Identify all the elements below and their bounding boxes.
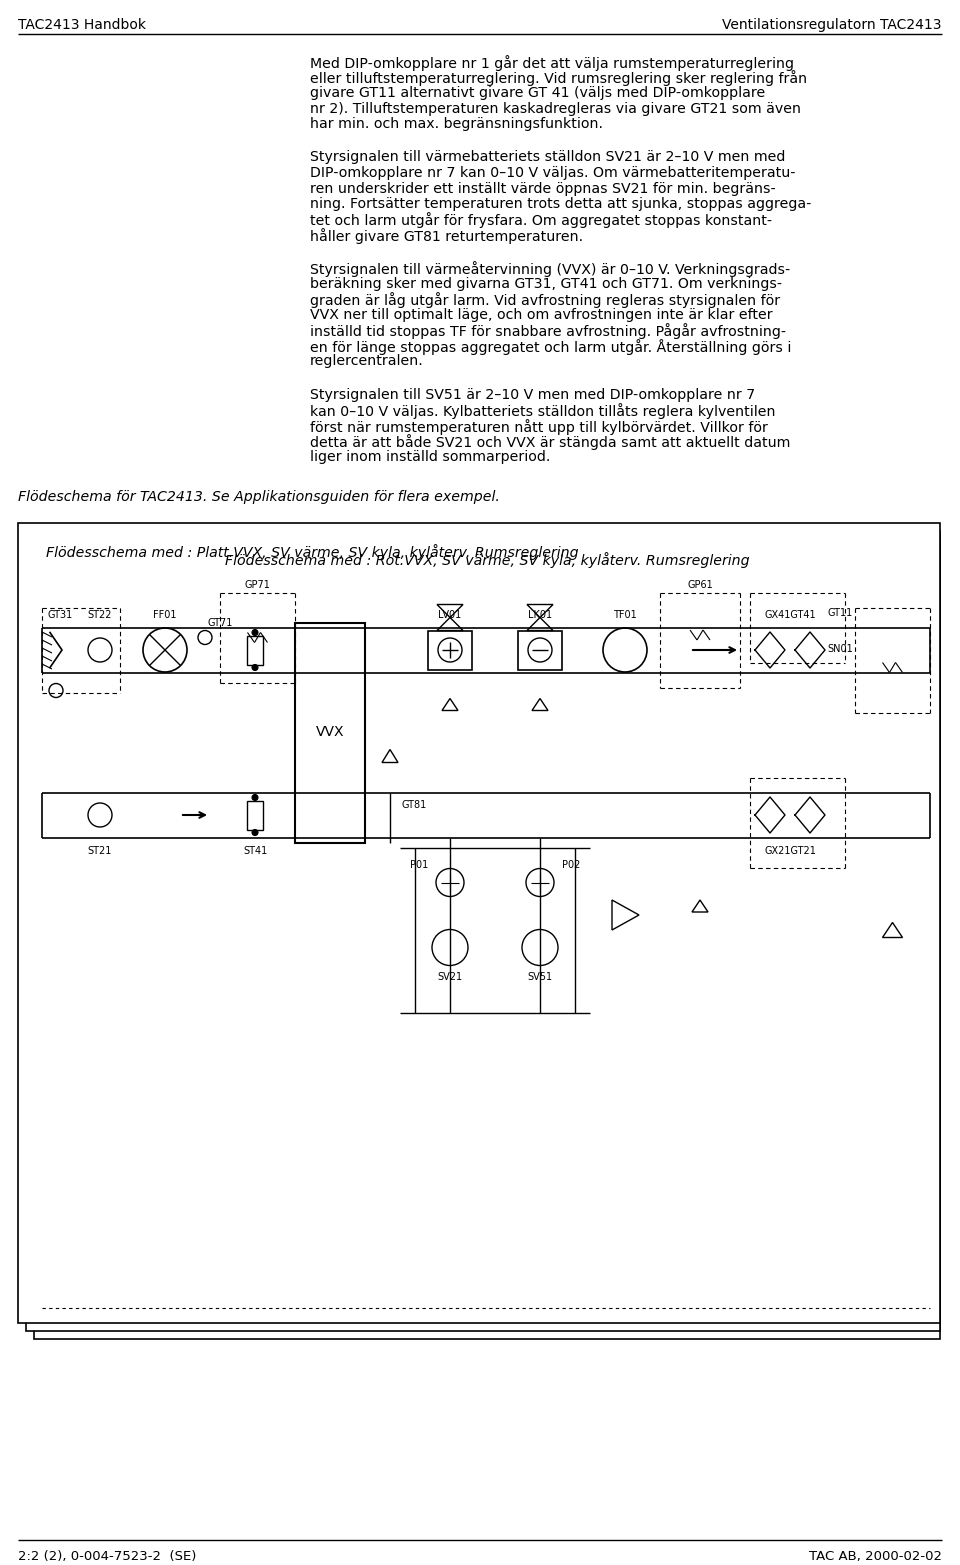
Text: en för länge stoppas aggregatet och larm utgår. Återställning görs i: en för länge stoppas aggregatet och larm… — [310, 340, 791, 355]
Text: Flödesschema med : Platt.VVX, SV värme, SV kyla, kylåterv. Rumsreglering: Flödesschema med : Platt.VVX, SV värme, … — [46, 545, 579, 560]
Text: P01: P01 — [410, 859, 428, 870]
Text: DIP-omkopplare nr 7 kan 0–10 V väljas. Om värmebatteritemperatu-: DIP-omkopplare nr 7 kan 0–10 V väljas. O… — [310, 166, 796, 180]
Text: TAC AB, 2000-02-02: TAC AB, 2000-02-02 — [809, 1549, 942, 1563]
Text: reglercentralen.: reglercentralen. — [310, 355, 423, 368]
Text: GP71: GP71 — [245, 579, 271, 590]
Circle shape — [526, 869, 554, 897]
Text: ren underskrider ett inställt värde öppnas SV21 för min. begräns-: ren underskrider ett inställt värde öppn… — [310, 182, 776, 196]
Text: Flödesschema med : Rot.VVX, SV värme, SV kyla, kylåterv. Rumsreglering: Flödesschema med : Rot.VVX, SV värme, SV… — [225, 552, 750, 568]
Text: Flödeschema för TAC2413. Se Applikationsguiden för flera exempel.: Flödeschema för TAC2413. Se Applikations… — [18, 490, 500, 504]
Text: GT31: GT31 — [48, 610, 73, 620]
Text: ning. Fortsätter temperaturen trots detta att sjunka, stoppas aggrega-: ning. Fortsätter temperaturen trots dett… — [310, 197, 811, 211]
Text: Styrsignalen till värmebatteriets ställdon SV21 är 2–10 V men med: Styrsignalen till värmebatteriets ställd… — [310, 150, 785, 164]
Circle shape — [436, 869, 464, 897]
Text: TAC2413 Handbok: TAC2413 Handbok — [18, 19, 146, 31]
Bar — [295, 623, 365, 842]
Text: håller givare GT81 returtemperaturen.: håller givare GT81 returtemperaturen. — [310, 228, 583, 244]
Text: inställd tid stoppas TF för snabbare avfrostning. Pågår avfrostning-: inställd tid stoppas TF för snabbare avf… — [310, 324, 786, 340]
Text: först när rumstemperaturen nått upp till kylbörvärdet. Villkor för: först när rumstemperaturen nått upp till… — [310, 419, 768, 435]
Circle shape — [252, 665, 258, 670]
Text: Med DIP-omkopplare nr 1 går det att välja rumstemperaturreglering: Med DIP-omkopplare nr 1 går det att välj… — [310, 55, 794, 70]
Circle shape — [603, 628, 647, 671]
Text: VVX ner till optimalt läge, och om avfrostningen inte är klar efter: VVX ner till optimalt läge, och om avfro… — [310, 308, 773, 322]
Text: VVX: VVX — [316, 726, 345, 740]
Circle shape — [528, 639, 552, 662]
Text: kan 0–10 V väljas. Kylbatteriets ställdon tillåts reglera kylventilen: kan 0–10 V väljas. Kylbatteriets ställdo… — [310, 404, 776, 419]
Text: nr 2). Tilluftstemperaturen kaskadregleras via givare GT21 som även: nr 2). Tilluftstemperaturen kaskadregler… — [310, 102, 801, 116]
Text: ST22: ST22 — [87, 610, 112, 620]
Text: SN01: SN01 — [828, 645, 853, 654]
Text: LK01: LK01 — [528, 610, 552, 620]
Bar — [428, 631, 472, 670]
Text: beräkning sker med givarna GT31, GT41 och GT71. Om verknings-: beräkning sker med givarna GT31, GT41 oc… — [310, 277, 782, 291]
Circle shape — [252, 795, 258, 801]
Text: liger inom inställd sommarperiod.: liger inom inställd sommarperiod. — [310, 451, 550, 463]
Bar — [18, 523, 940, 1322]
Text: 2:2 (2), 0-004-7523-2  (SE): 2:2 (2), 0-004-7523-2 (SE) — [18, 1549, 197, 1563]
Circle shape — [49, 684, 63, 698]
Text: tet och larm utgår för frysfara. Om aggregatet stoppas konstant-: tet och larm utgår för frysfara. Om aggr… — [310, 213, 772, 228]
Text: detta är att både SV21 och VVX är stängda samt att aktuellt datum: detta är att både SV21 och VVX är stängd… — [310, 435, 790, 451]
Text: givare GT11 alternativt givare GT 41 (väljs med DIP-omkopplare: givare GT11 alternativt givare GT 41 (vä… — [310, 86, 765, 100]
Text: FF01: FF01 — [154, 610, 177, 620]
Text: Styrsignalen till SV51 är 2–10 V men med DIP-omkopplare nr 7: Styrsignalen till SV51 är 2–10 V men med… — [310, 388, 756, 402]
Circle shape — [88, 803, 112, 826]
Text: SV21: SV21 — [438, 972, 463, 983]
Text: Styrsignalen till värmeåtervinning (VVX) är 0–10 V. Verkningsgrads-: Styrsignalen till värmeåtervinning (VVX)… — [310, 261, 790, 277]
Text: GT71: GT71 — [207, 618, 232, 629]
Text: P02: P02 — [562, 859, 581, 870]
Text: GX21GT21: GX21GT21 — [764, 847, 816, 856]
Circle shape — [438, 639, 462, 662]
Text: GP61: GP61 — [687, 579, 713, 590]
Circle shape — [252, 829, 258, 836]
Text: ST21: ST21 — [87, 847, 112, 856]
Bar — [247, 801, 263, 829]
Text: Ventilationsregulatorn TAC2413: Ventilationsregulatorn TAC2413 — [723, 19, 942, 31]
Text: GX41GT41: GX41GT41 — [764, 610, 816, 620]
Circle shape — [432, 930, 468, 966]
Text: SV51: SV51 — [527, 972, 553, 983]
Text: GT11: GT11 — [828, 607, 853, 618]
Circle shape — [522, 930, 558, 966]
Circle shape — [252, 629, 258, 635]
Text: TF01: TF01 — [613, 610, 636, 620]
Bar — [518, 631, 562, 670]
Text: eller tilluftstemperaturreglering. Vid rumsreglering sker reglering från: eller tilluftstemperaturreglering. Vid r… — [310, 70, 807, 86]
Bar — [26, 531, 940, 1330]
Text: har min. och max. begränsningsfunktion.: har min. och max. begränsningsfunktion. — [310, 117, 603, 131]
Text: LV01: LV01 — [439, 610, 462, 620]
Circle shape — [198, 631, 212, 645]
Text: GT81: GT81 — [402, 801, 427, 811]
Bar — [34, 538, 940, 1338]
Text: graden är låg utgår larm. Vid avfrostning regleras styrsignalen för: graden är låg utgår larm. Vid avfrostnin… — [310, 293, 780, 308]
Circle shape — [143, 628, 187, 671]
Circle shape — [88, 639, 112, 662]
Text: ST41: ST41 — [243, 847, 267, 856]
Bar — [247, 635, 263, 665]
